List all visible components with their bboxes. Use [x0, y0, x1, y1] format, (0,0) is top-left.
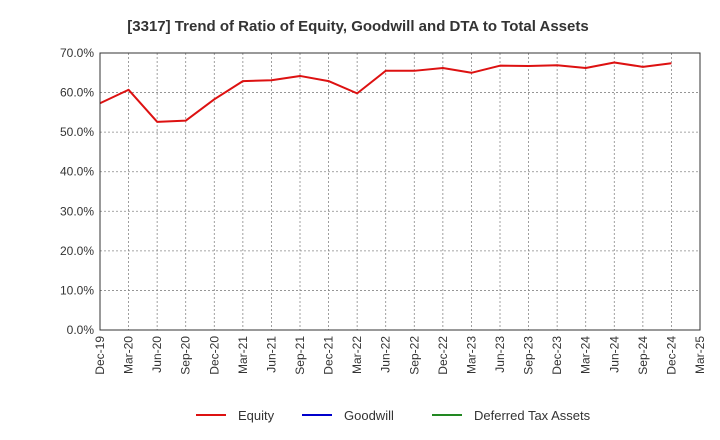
plot-area — [99, 52, 701, 331]
y-tick-label: 70.0% — [60, 46, 94, 60]
x-tick-label: Dec-23 — [550, 336, 564, 375]
x-tick-label: Jun-21 — [264, 336, 278, 373]
y-tick-label: 40.0% — [60, 165, 94, 179]
legend: Equity Goodwill Deferred Tax Assets — [196, 408, 591, 423]
y-tick-label: 60.0% — [60, 86, 94, 100]
y-tick-label: 20.0% — [60, 244, 94, 258]
x-tick-label: Mar-23 — [464, 336, 478, 374]
x-tick-label: Dec-20 — [207, 336, 221, 375]
x-tick-label: Mar-25 — [693, 336, 707, 374]
series-line-equity — [99, 61, 672, 123]
x-tick-label: Sep-21 — [293, 336, 307, 375]
y-tick-label: 30.0% — [60, 204, 94, 218]
y-axis: 0.0% 10.0% 20.0% 30.0% 40.0% 50.0% 60.0% 70.0% — [60, 46, 94, 337]
x-tick-label: Dec-21 — [322, 336, 336, 375]
series-group — [99, 61, 672, 123]
grid — [100, 53, 700, 330]
x-tick-label: Sep-22 — [407, 336, 421, 375]
x-tick-label: Mar-22 — [350, 336, 364, 374]
x-tick-label: Sep-20 — [179, 336, 193, 375]
x-tick-label: Jun-22 — [379, 336, 393, 373]
x-tick-label: Mar-20 — [122, 336, 136, 374]
x-tick-label: Mar-21 — [236, 336, 250, 374]
x-tick-label: Dec-22 — [436, 336, 450, 375]
y-tick-label: 50.0% — [60, 125, 94, 139]
x-tick-label: Jun-20 — [150, 336, 164, 373]
x-tick-label: Dec-24 — [664, 336, 678, 375]
legend-label: Deferred Tax Assets — [474, 408, 591, 423]
x-tick-label: Sep-23 — [522, 336, 536, 375]
x-tick-label: Mar-24 — [579, 336, 593, 374]
x-tick-label: Sep-24 — [636, 336, 650, 375]
x-tick-label: Jun-23 — [493, 336, 507, 373]
x-tick-label: Dec-19 — [93, 336, 107, 375]
chart-title: [3317] Trend of Ratio of Equity, Goodwil… — [127, 18, 588, 35]
y-tick-label: 10.0% — [60, 283, 94, 297]
y-tick-label: 0.0% — [67, 323, 95, 337]
legend-label: Equity — [238, 408, 275, 423]
legend-label: Goodwill — [344, 408, 394, 423]
x-tick-label: Jun-24 — [607, 336, 621, 373]
x-axis: Dec-19 Mar-20 Jun-20 Sep-20 Dec-20 Mar-21 Jun-… — [93, 336, 707, 375]
